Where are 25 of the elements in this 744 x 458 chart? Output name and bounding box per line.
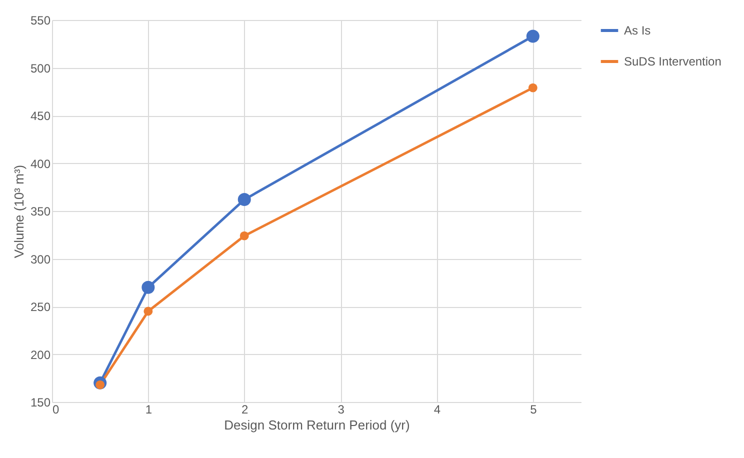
y-tick-label: 150 [30,396,51,410]
x-tick-label: 2 [242,402,249,416]
y-tick-label: 350 [30,204,51,218]
point [144,306,153,316]
y-tick-label: 550 [30,14,51,28]
x-tick-label: 5 [530,402,538,416]
legend-label: As Is [624,24,651,38]
y-tick-label: 500 [30,61,51,76]
y-tick-label: 300 [30,252,51,266]
x-tick-label: 3 [338,402,345,416]
x-axis-title: Design Storm Return Period (yr) [224,418,410,432]
legend-label: SuDS Intervention [624,54,722,68]
point [240,231,249,240]
point [528,83,538,92]
y-axis-title: Volume (10³ m³) [11,164,26,258]
y-tick-label: 200 [30,348,51,362]
point [238,193,251,206]
y-tick-label: 450 [30,109,51,123]
x-tick-label: 4 [434,402,441,416]
x-tick-label: 1 [145,402,152,416]
x-tick-label: 0 [52,402,60,416]
y-tick-label: 250 [30,300,51,314]
y-tick-label: 400 [30,156,51,171]
point [526,30,540,43]
point [142,280,155,294]
